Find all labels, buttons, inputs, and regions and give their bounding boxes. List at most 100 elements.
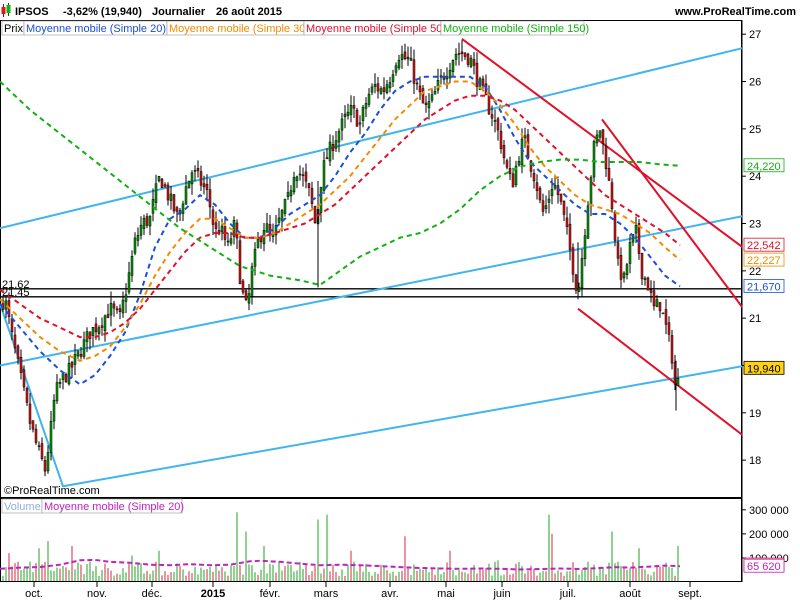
candle-body [436, 79, 440, 91]
volume-bar [674, 575, 676, 581]
candle-body [34, 428, 38, 443]
x-tick-label: avr. [381, 588, 399, 600]
volume-bar [311, 571, 313, 581]
volume-bar [395, 575, 397, 581]
candle-body [121, 299, 125, 314]
candlestick-icon [1, 3, 11, 17]
volume-bar [602, 567, 604, 581]
price-tick-label: 27 [749, 29, 761, 41]
volume-bar [608, 562, 610, 581]
volume-bar [677, 545, 679, 581]
candle-body [13, 334, 17, 349]
volume-bar [386, 570, 388, 581]
volume-bar [428, 572, 430, 581]
volume-bar [203, 569, 205, 581]
volume-bar [341, 569, 343, 581]
volume-bar [398, 571, 400, 581]
candle-body [394, 65, 398, 73]
candle-body [130, 256, 134, 276]
volume-bar [515, 563, 517, 581]
x-tick-label: juil. [559, 588, 577, 600]
candle-body [289, 190, 293, 197]
volume-bar [113, 575, 115, 581]
moving-average-line [0, 94, 681, 339]
volume-bar [371, 575, 373, 581]
candle-body [349, 104, 353, 115]
moving-average-line [0, 80, 681, 287]
volume-bar [35, 563, 37, 581]
site-link[interactable]: www.ProRealTime.com [674, 6, 796, 18]
x-tick-label: juin [492, 588, 510, 600]
candle-body [220, 225, 224, 233]
volume-bar [362, 571, 364, 581]
volume-bar [281, 570, 283, 581]
candle-body [547, 198, 551, 203]
volume-bar [146, 570, 148, 581]
volume-bar [167, 574, 169, 581]
candle-body [670, 335, 674, 364]
candle-body [67, 362, 71, 385]
svg-text:Journalier: Journalier [152, 6, 206, 18]
volume-bar [302, 569, 304, 581]
candle-body [580, 258, 584, 289]
candle-body [511, 173, 515, 188]
price-plot-area [0, 38, 742, 488]
volume-bar [539, 572, 541, 581]
volume-bar [143, 573, 145, 581]
candle-body [415, 82, 419, 85]
volume-bar [419, 568, 421, 581]
candle-body [58, 382, 62, 384]
volume-bar [191, 573, 193, 581]
volume-bar [521, 566, 523, 581]
volume-bar [560, 572, 562, 581]
candle-body [169, 193, 173, 201]
volume-bar [200, 567, 202, 581]
volume-bar [569, 571, 571, 581]
volume-bar [473, 565, 475, 581]
volume-tick-label: 300 000 [749, 505, 789, 517]
volume-bar [434, 574, 436, 581]
volume-bar [50, 570, 52, 581]
candle-body [472, 59, 476, 66]
volume-bar [98, 575, 100, 581]
candle-body [115, 308, 119, 311]
volume-bar [668, 566, 670, 581]
candle-body [88, 331, 92, 339]
volume-bar [155, 561, 157, 581]
ticker-symbol: IPSOS [15, 6, 49, 18]
candle-body [538, 187, 542, 201]
candle-body [19, 356, 23, 373]
volume-bar [554, 573, 556, 581]
volume-bar [128, 563, 130, 581]
volume-bar [500, 575, 502, 581]
volume-bar [218, 570, 220, 581]
volume-bar [269, 563, 271, 581]
volume-bar [254, 572, 256, 581]
candle-body [175, 207, 179, 212]
candle-body [283, 199, 287, 214]
candle-body [646, 277, 650, 291]
volume-bar [65, 567, 67, 581]
volume-bar [176, 563, 178, 581]
svg-text:26 août 2015: 26 août 2015 [216, 6, 282, 18]
volume-plot-area [0, 512, 681, 581]
volume-bar [629, 568, 631, 581]
candle-body [250, 266, 254, 297]
candle-body [142, 217, 146, 229]
candle-body [295, 176, 299, 181]
price-axis: 18192021222324252627 [742, 29, 761, 467]
candle-body [361, 107, 365, 121]
candle-body [202, 183, 206, 188]
candle-body [457, 53, 461, 55]
volume-bar [611, 531, 613, 581]
x-tick-label: sept. [678, 588, 702, 600]
candle-body [37, 445, 41, 447]
volume-bar [182, 569, 184, 581]
candle-body [328, 141, 332, 162]
volume-bar [410, 575, 412, 581]
volume-bar [29, 561, 31, 581]
candle-body [25, 387, 29, 403]
volume-bar [284, 566, 286, 581]
volume-bar [8, 553, 10, 581]
